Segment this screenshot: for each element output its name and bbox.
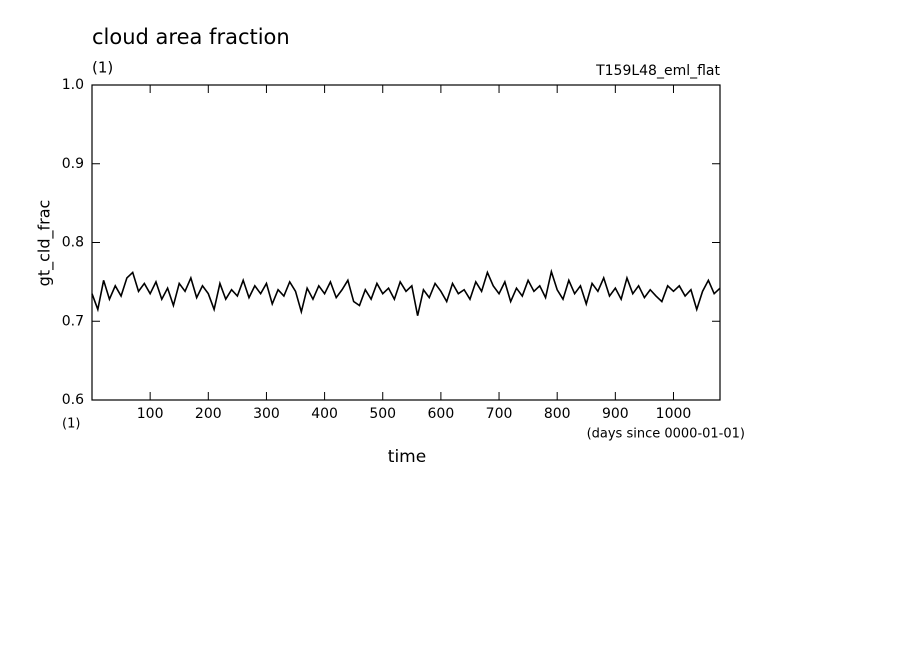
x-tick-label: 500	[369, 406, 396, 422]
chart-title: cloud area fraction	[92, 25, 290, 49]
x-tick-label: 100	[137, 406, 164, 422]
x-tick-label: 800	[544, 406, 571, 422]
x-tick-label: 600	[428, 406, 455, 422]
x-tick-label: 900	[602, 406, 629, 422]
x-tick-label: 1000	[656, 406, 692, 422]
x-tick-label: 200	[195, 406, 222, 422]
y-tick-label: 1.0	[62, 77, 84, 93]
x-axis-label: time	[388, 447, 426, 467]
subtitle: (1)	[92, 59, 113, 77]
y-tick-label: 0.8	[62, 235, 84, 251]
y-tick-label: 0.9	[62, 156, 84, 172]
y-unit: (1)	[62, 417, 80, 432]
data-line	[91, 268, 721, 316]
experiment-label: T159L48_eml_flat	[595, 63, 720, 79]
x-unit: (days since 0000-01-01)	[587, 427, 745, 442]
y-tick-label: 0.7	[62, 313, 84, 329]
y-axis-label: gt_cld_frac	[35, 200, 55, 287]
x-tick-label: 300	[253, 406, 280, 422]
plot-frame	[91, 84, 721, 401]
x-tick-label: 400	[311, 406, 338, 422]
y-tick-label: 0.6	[62, 392, 84, 408]
x-tick-label: 700	[486, 406, 513, 422]
